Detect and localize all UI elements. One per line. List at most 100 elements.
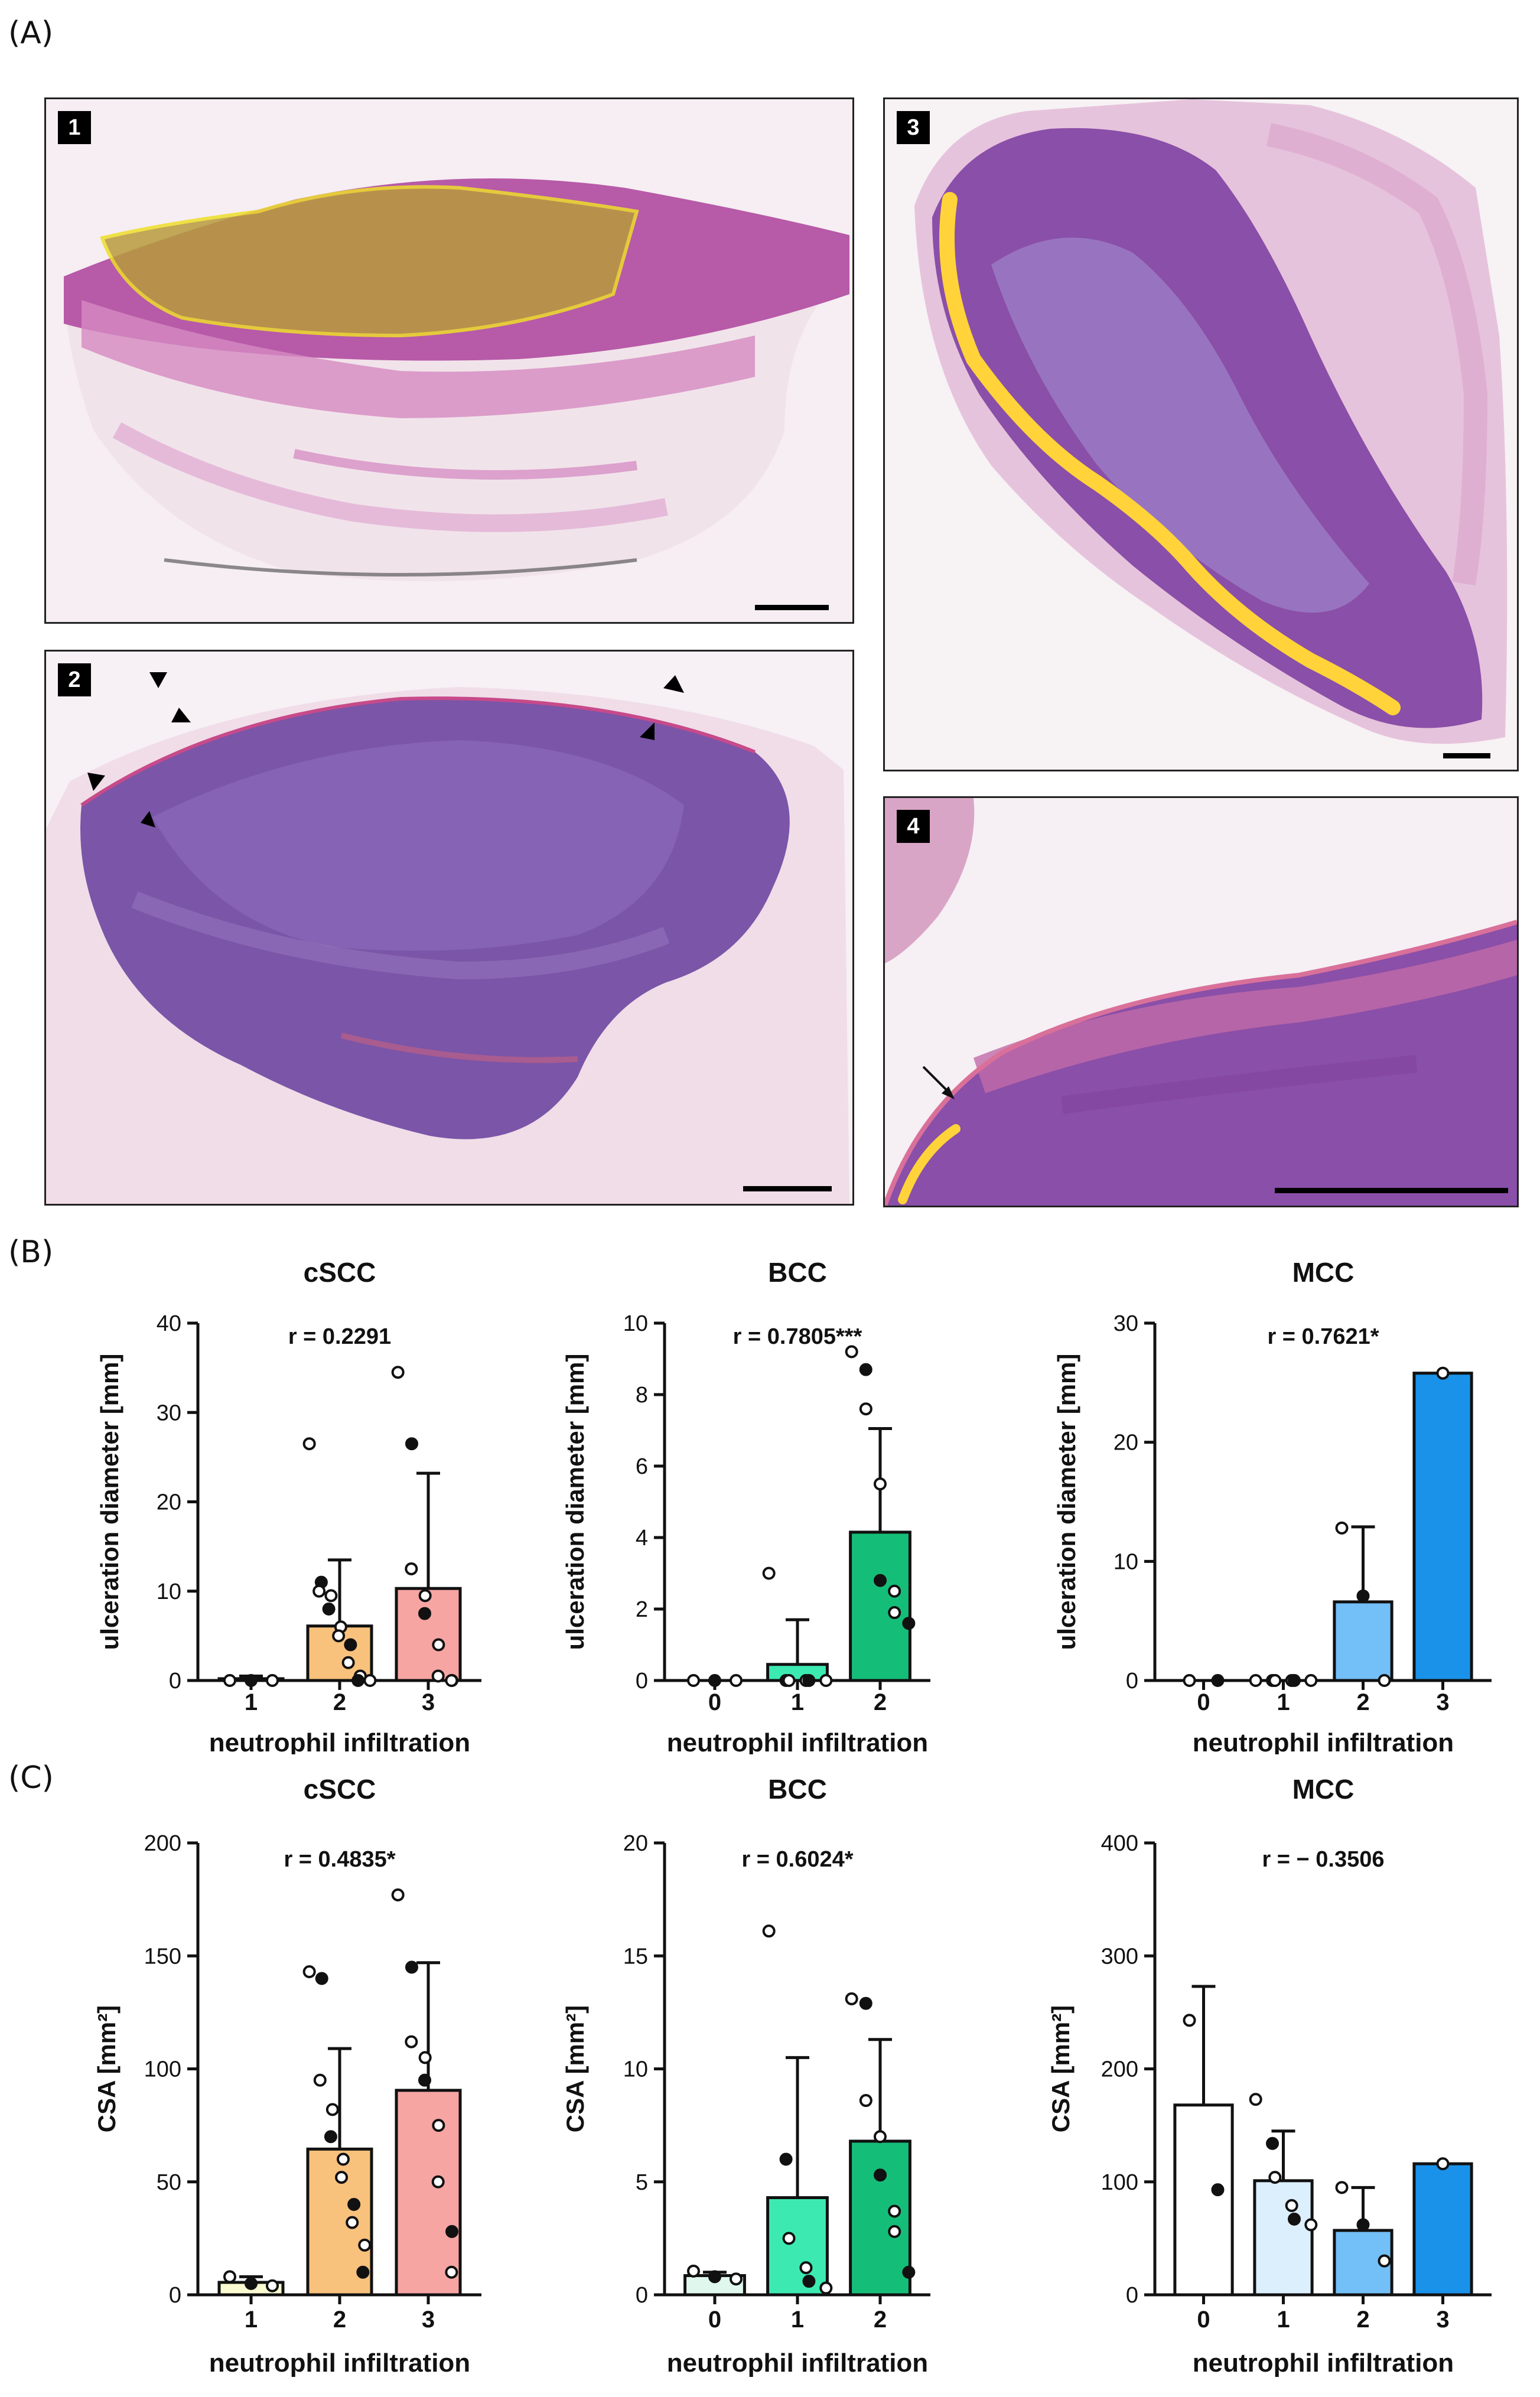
y-axis-label: ulceration diameter [mm] (1053, 1354, 1080, 1650)
micrograph-1-badge: 1 (58, 111, 91, 144)
data-point (888, 1606, 901, 1620)
data-point (445, 2265, 458, 2279)
y-tick-label: 100 (144, 2057, 181, 2082)
x-axis-label: neutrophil infiltration (1193, 1728, 1454, 1754)
chart-c-bcc: BCC r = 0.6024* 0 5 10 15 20 CSA [mm²] 0 1 2 neutro… (502, 1772, 1004, 2397)
data-point (845, 1345, 858, 1359)
x-tick-label: 2 (333, 1689, 346, 1715)
data-point (346, 2216, 359, 2229)
chart-b-bcc: BCC r = 0.7805*** 0 2 4 6 8 10 ulceration diamet… (502, 1246, 1004, 1754)
y-tick-label: 20 (1114, 1431, 1138, 1455)
chart-b-cscc: cSCC r = 0.2291 0 10 20 30 40 ulceration diamet… (0, 1246, 502, 1754)
y-tick-label: 150 (144, 1944, 181, 1969)
y-tick-label: 200 (1101, 2057, 1138, 2082)
chart-title: cSCC (304, 1257, 376, 1288)
y-axis-label: ulceration diameter [mm] (96, 1354, 123, 1650)
x-tick-label: 0 (1197, 1689, 1210, 1715)
data-point (266, 2279, 279, 2292)
y-tick-label: 4 (636, 1526, 648, 1551)
micrograph-2-badge: 2 (58, 663, 91, 696)
data-point (762, 1566, 776, 1580)
data-point (363, 1674, 377, 1687)
data-point (315, 1972, 328, 1985)
correlation-annotation: r = 0.2291 (288, 1324, 391, 1349)
y-tick-label: 30 (1114, 1311, 1138, 1336)
data-point (730, 2272, 743, 2286)
x-tick-label: 1 (791, 2307, 804, 2333)
x-tick-label: 1 (1277, 1689, 1290, 1715)
bar-1 (766, 1663, 829, 1682)
data-point (1304, 2218, 1318, 2232)
data-point (324, 1589, 338, 1603)
x-tick-label: 3 (422, 1689, 435, 1715)
data-point (313, 2073, 327, 2087)
data-point (779, 2152, 793, 2166)
data-point (762, 1924, 776, 1938)
micrograph-3-scale-bar (1443, 753, 1490, 758)
data-point (687, 1674, 700, 1687)
data-point (324, 2130, 337, 2144)
y-tick-label: 10 (623, 2057, 648, 2082)
data-point (405, 2035, 418, 2048)
data-point (782, 2232, 796, 2245)
micrograph-3-badge: 3 (897, 111, 930, 144)
data-point (325, 2103, 339, 2116)
data-point (1211, 1674, 1225, 1687)
x-tick-label: 0 (708, 2307, 721, 2333)
chart-title: MCC (1292, 1257, 1355, 1288)
x-axis-label: neutrophil infiltration (209, 2349, 470, 2378)
data-point (799, 2261, 813, 2275)
data-point (431, 2175, 445, 2188)
correlation-annotation: r = 0.7805*** (733, 1324, 862, 1349)
data-point (782, 1674, 796, 1687)
x-tick-label: 3 (1436, 2307, 1449, 2333)
x-axis-label: neutrophil infiltration (667, 1728, 928, 1754)
data-point (819, 1674, 833, 1687)
data-point (337, 2152, 350, 2166)
y-tick-label: 15 (623, 1944, 648, 1969)
x-tick-label: 3 (1436, 1689, 1449, 1715)
x-tick-label: 2 (1356, 1689, 1369, 1715)
micrograph-4-image (885, 798, 1517, 1206)
x-tick-label: 2 (1356, 2307, 1369, 2333)
bar-3 (1412, 1372, 1473, 1682)
bar-2 (849, 2139, 911, 2297)
correlation-annotation: r = 0.7621* (1267, 1324, 1379, 1349)
data-point (1285, 2199, 1298, 2212)
data-point (266, 1674, 279, 1687)
data-point (405, 1960, 418, 1974)
y-tick-label: 20 (157, 1490, 181, 1515)
x-tick-label: 2 (333, 2307, 346, 2333)
data-point (902, 2265, 916, 2279)
data-point (302, 1965, 316, 1979)
micrograph-1: 1 (44, 97, 854, 624)
data-point (332, 1629, 346, 1643)
data-point (351, 1674, 365, 1687)
bar-2 (1333, 1600, 1394, 1682)
x-axis-label: neutrophil infiltration (1193, 2349, 1454, 2378)
micrograph-4: 4 (883, 796, 1519, 1207)
y-axis-label: ulceration diameter [mm] (561, 1354, 589, 1650)
data-point (312, 1584, 326, 1598)
bar-2 (849, 1530, 911, 1682)
y-tick-label: 0 (636, 1669, 648, 1693)
correlation-annotation: r = − 0.3506 (1262, 1847, 1384, 1872)
data-point (845, 1992, 858, 2005)
x-tick-label: 3 (422, 2307, 435, 2333)
micrograph-1-scale-bar (755, 605, 829, 610)
data-point (1249, 2093, 1262, 2106)
micrograph-3: 3 (883, 97, 1519, 771)
panel-label-a: (A) (8, 15, 54, 51)
data-point (1287, 2212, 1301, 2226)
chart-b-mcc: MCC r = 0.7621* 0 10 20 30 ulceration diameter… (1004, 1246, 1536, 1754)
y-tick-label: 10 (1114, 1549, 1138, 1574)
data-point (802, 2275, 816, 2288)
chart-title: BCC (768, 1774, 827, 1805)
data-point (356, 2265, 370, 2279)
micrograph-2-image (46, 652, 852, 1204)
data-point (391, 1366, 405, 1379)
data-point (1266, 2137, 1279, 2150)
data-point (1249, 1674, 1262, 1687)
data-point (322, 1603, 336, 1616)
panel-label-b: (B) (8, 1235, 54, 1270)
